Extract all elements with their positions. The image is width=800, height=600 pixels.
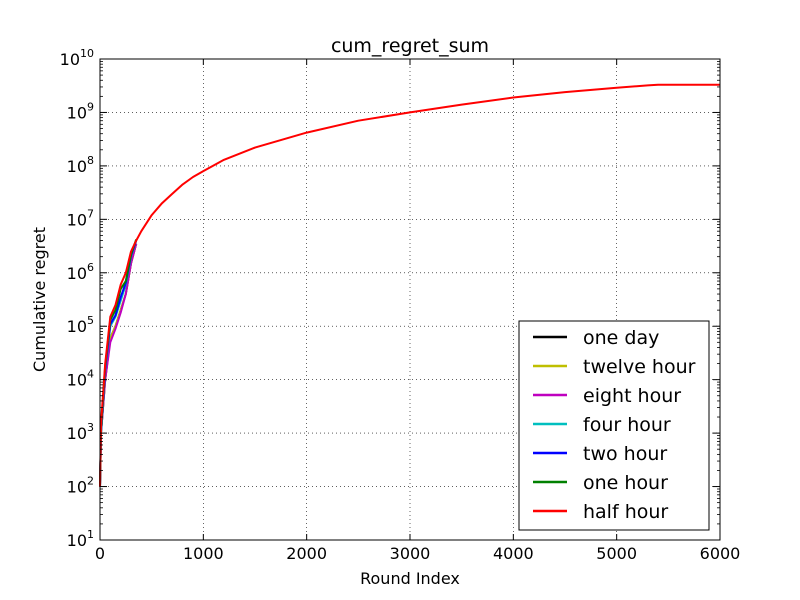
y-tick-label: 101 xyxy=(67,528,94,550)
y-axis-title: Cumulative regret xyxy=(30,227,49,372)
chart-title: cum_regret_sum xyxy=(331,35,489,57)
legend: one day twelve hour eight hour four hour two… xyxy=(518,320,710,531)
legend-label: one day xyxy=(583,327,659,349)
x-tick-label: 0 xyxy=(95,544,105,563)
legend-label: eight hour xyxy=(583,385,681,407)
legend-label: two hour xyxy=(583,443,667,465)
x-tick-label: 1000 xyxy=(183,544,224,563)
x-tick-label: 4000 xyxy=(493,544,534,563)
legend-label: four hour xyxy=(583,414,671,436)
legend-label: half hour xyxy=(583,501,668,523)
series-lines xyxy=(99,83,720,487)
legend-label: twelve hour xyxy=(583,356,696,378)
y-tick-label: 102 xyxy=(67,475,94,497)
y-tick-label: 105 xyxy=(67,314,94,336)
y-tick-label: 104 xyxy=(67,368,94,390)
x-tick-label: 5000 xyxy=(596,544,637,563)
y-tick-label: 108 xyxy=(67,154,94,176)
x-tick-label: 6000 xyxy=(700,544,741,563)
y-tick-label: 103 xyxy=(67,421,94,443)
y-tick-label: 107 xyxy=(67,207,94,229)
y-tick-label: 1010 xyxy=(60,47,94,69)
x-tick-label: 3000 xyxy=(390,544,431,563)
legend-label: one hour xyxy=(583,472,668,494)
y-tick-label: 109 xyxy=(67,100,94,122)
x-axis-title: Round Index xyxy=(360,569,460,588)
legend-box xyxy=(518,320,710,531)
y-tick-label: 106 xyxy=(67,261,94,283)
x-tick-label: 2000 xyxy=(286,544,327,563)
axis-ticks: 0 1000 2000 3000 4000 5000 6000 101 102 103 104 105… xyxy=(60,47,741,563)
series-line xyxy=(99,83,720,487)
